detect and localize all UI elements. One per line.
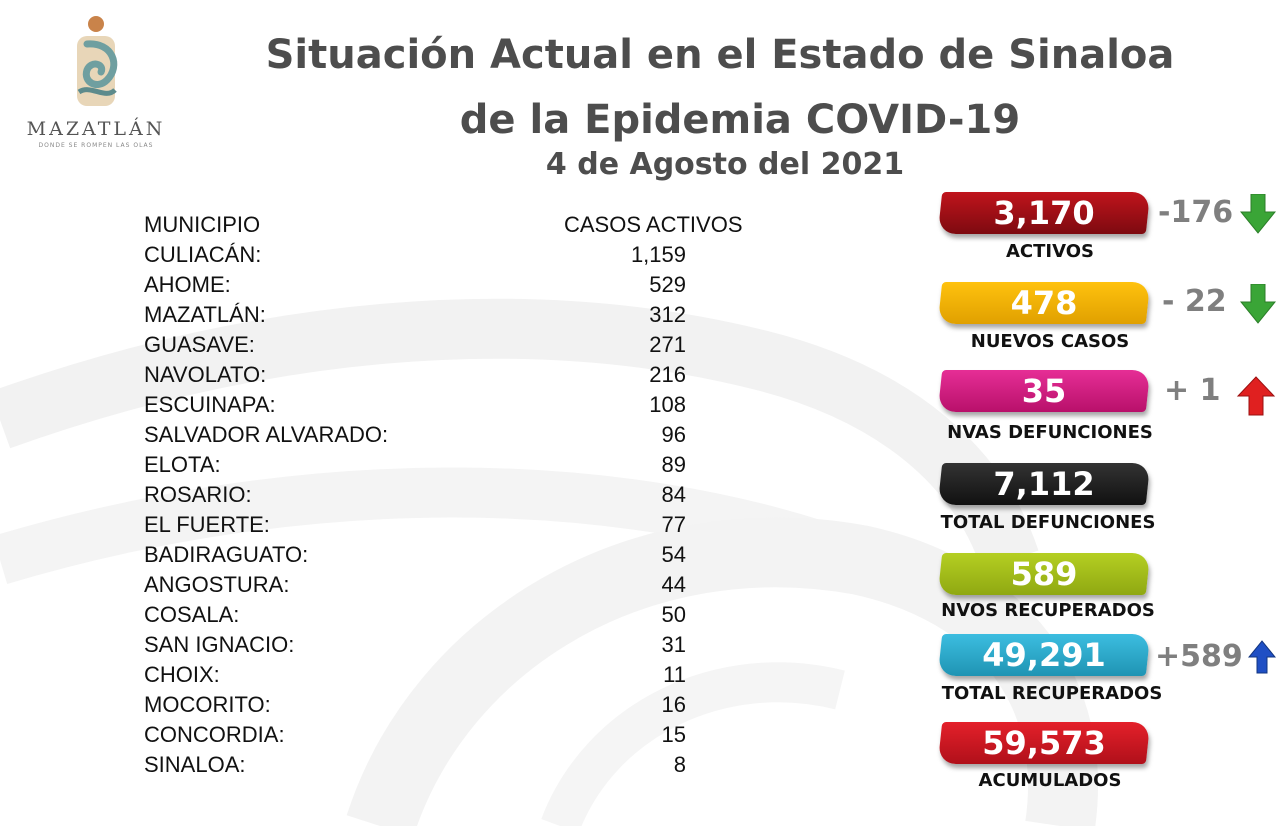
casos-activos-value: 44 — [661, 572, 686, 597]
acumulados-label: ACUMULADOS — [978, 770, 1122, 791]
casos-activos-value: 11 — [663, 662, 686, 687]
casos-activos-value: 108 — [649, 392, 686, 417]
table-row: BADIRAGUATO: 54 — [144, 540, 744, 570]
table-row: SAN IGNACIO: 31 — [144, 630, 744, 660]
total-defunciones-value: 7,112 — [993, 465, 1095, 503]
table-row: SINALOA: 8 — [144, 750, 744, 780]
total-recuperados-label: TOTAL RECUPERADOS — [941, 683, 1163, 704]
casos-activos-value: 312 — [649, 302, 686, 327]
trend-up-arrow-icon — [1236, 376, 1276, 416]
table-row: CULIACÁN: 1,159 — [144, 240, 744, 270]
column-header-casos-activos: CASOS ACTIVOS — [564, 212, 743, 237]
casos-activos-value: 84 — [661, 482, 686, 507]
mazatlan-emblem-icon — [77, 16, 118, 106]
municipio-name: NAVOLATO: — [144, 362, 267, 387]
trend-up-arrow-icon — [1248, 640, 1276, 674]
municipio-name: SAN IGNACIO: — [144, 632, 295, 657]
trend-down-arrow-icon — [1240, 284, 1276, 324]
activos-value: 3,170 — [993, 194, 1095, 232]
municipio-name: CHOIX: — [144, 662, 220, 687]
table-row: SALVADOR ALVARADO: 96 — [144, 420, 744, 450]
table-row: ESCUINAPA: 108 — [144, 390, 744, 420]
page-title-line-1: Situación Actual en el Estado de Sinaloa — [265, 32, 1175, 78]
municipio-name: CONCORDIA: — [144, 722, 285, 747]
municipio-name: MAZATLÁN: — [144, 302, 266, 327]
total-defunciones-label: TOTAL DEFUNCIONES — [940, 512, 1156, 533]
casos-activos-value: 15 — [661, 722, 686, 747]
municipio-name: ESCUINAPA: — [144, 392, 276, 417]
table-row: MOCORITO: 16 — [144, 690, 744, 720]
casos-activos-value: 8 — [673, 752, 686, 777]
table-row: CONCORDIA: 15 — [144, 720, 744, 750]
municipio-name: MOCORITO: — [144, 692, 271, 717]
casos-activos-value: 54 — [661, 542, 686, 567]
table-row: ANGOSTURA: 44 — [144, 570, 744, 600]
table-row: EL FUERTE: 77 — [144, 510, 744, 540]
table-row: CHOIX: 11 — [144, 660, 744, 690]
column-header-municipio: MUNICIPIO — [144, 212, 261, 237]
nvas-defunciones-value: 35 — [1021, 372, 1067, 410]
casos-activos-value: 16 — [661, 692, 686, 717]
nvas-defunciones-delta: + 1 — [1164, 373, 1221, 408]
casos-activos-value: 271 — [649, 332, 686, 357]
activos-delta: -176 — [1158, 195, 1234, 230]
municipio-name: BADIRAGUATO: — [144, 542, 309, 567]
nuevos-casos-value: 478 — [1010, 284, 1078, 322]
nvas-defunciones-label: NVAS DEFUNCIONES — [947, 422, 1153, 443]
logo-wordmark: MAZATLÁN — [26, 118, 166, 140]
acumulados-value: 59,573 — [982, 724, 1106, 762]
municipio-name: COSALA: — [144, 602, 240, 627]
municipio-name: EL FUERTE: — [144, 512, 270, 537]
casos-activos-value: 96 — [661, 422, 686, 447]
municipality-table: MUNICIPIO CASOS ACTIVOS CULIACÁN: 1,159 A… — [144, 210, 744, 780]
casos-activos-value: 529 — [649, 272, 686, 297]
municipio-name: SALVADOR ALVARADO: — [144, 422, 389, 447]
report-date: 4 de Agosto del 2021 — [545, 147, 905, 182]
table-row: MAZATLÁN: 312 — [144, 300, 744, 330]
table-row: ELOTA: 89 — [144, 450, 744, 480]
table-row: GUASAVE: 271 — [144, 330, 744, 360]
nuevos-casos-delta: - 22 — [1162, 284, 1227, 319]
table-row: AHOME: 529 — [144, 270, 744, 300]
municipio-name: ROSARIO: — [144, 482, 252, 507]
municipio-name: CULIACÁN: — [144, 242, 262, 267]
nuevos-casos-label: NUEVOS CASOS — [970, 331, 1130, 352]
total-recuperados-delta: +589 — [1155, 639, 1243, 674]
nvos-recuperados-value: 589 — [1010, 555, 1078, 593]
table-row: ROSARIO: 84 — [144, 480, 744, 510]
page-title-line-2: de la Epidemia COVID-19 — [459, 97, 1021, 143]
table-header: MUNICIPIO CASOS ACTIVOS — [144, 210, 744, 240]
total-recuperados-value: 49,291 — [982, 636, 1106, 674]
nvos-recuperados-label: NVOS RECUPERADOS — [941, 600, 1155, 621]
activos-label: ACTIVOS — [1006, 241, 1094, 262]
casos-activos-value: 216 — [649, 362, 686, 387]
casos-activos-value: 77 — [661, 512, 686, 537]
municipio-name: SINALOA: — [144, 752, 246, 777]
municipio-name: AHOME: — [144, 272, 231, 297]
mazatlan-logo: MAZATLÁN DONDE SE ROMPEN LAS OLAS — [18, 14, 174, 174]
table-row: COSALA: 50 — [144, 600, 744, 630]
table-row: NAVOLATO: 216 — [144, 360, 744, 390]
municipio-name: ANGOSTURA: — [144, 572, 290, 597]
municipio-name: ELOTA: — [144, 452, 221, 477]
casos-activos-value: 31 — [661, 632, 686, 657]
casos-activos-value: 89 — [661, 452, 686, 477]
logo-tagline: DONDE SE ROMPEN LAS OLAS — [38, 142, 154, 149]
casos-activos-value: 50 — [661, 602, 686, 627]
casos-activos-value: 1,159 — [630, 242, 686, 267]
municipio-name: GUASAVE: — [144, 332, 255, 357]
trend-down-arrow-icon — [1240, 194, 1276, 234]
